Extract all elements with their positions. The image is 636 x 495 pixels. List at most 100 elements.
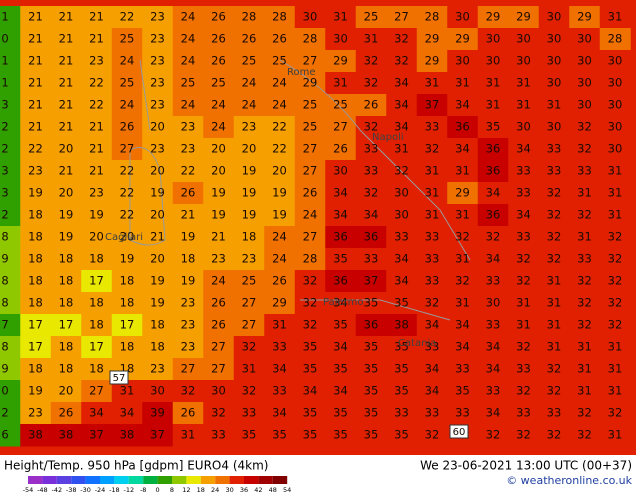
height-value: 25 — [333, 98, 348, 112]
colorbar-tick-label: -18 — [109, 486, 120, 494]
colorbar-segment — [244, 476, 259, 484]
temperature-cell — [111, 380, 143, 403]
temperature-cell — [355, 314, 387, 337]
height-value: 20 — [211, 164, 226, 178]
temperature-cell — [416, 314, 448, 337]
temperature-cell — [233, 182, 265, 205]
height-value: 30 — [608, 120, 623, 134]
temperature-cell — [447, 94, 479, 117]
temperature-cell — [477, 292, 509, 315]
temperature-cell — [508, 94, 540, 117]
height-value: 25 — [303, 120, 318, 134]
colorbar-segment — [258, 476, 273, 484]
temperature-cell — [294, 50, 326, 73]
coastline — [129, 59, 471, 321]
temperature-cell — [81, 424, 113, 447]
height-value: 17 — [89, 340, 104, 354]
height-value: 18 — [89, 296, 104, 310]
temperature-cell — [447, 380, 479, 403]
temperature-cell — [477, 6, 509, 29]
height-value: 31 — [516, 76, 531, 90]
temperature-cell — [50, 94, 82, 117]
height-value: 35 — [242, 428, 257, 442]
temperature-cell — [81, 248, 113, 271]
height-value: 31 — [120, 384, 135, 398]
height-value: 34 — [486, 186, 501, 200]
temperature-cell — [50, 424, 82, 447]
temperature-cell — [416, 292, 448, 315]
temperature-cell — [569, 314, 601, 337]
temperature-cell — [538, 28, 570, 51]
temperature-cell — [203, 204, 235, 227]
temperature-cell — [172, 226, 204, 249]
temperature-cell — [233, 336, 265, 359]
height-value: 27 — [181, 362, 196, 376]
height-value: 8 — [1, 230, 8, 244]
temperature-cell — [447, 402, 479, 425]
height-value: 34 — [333, 340, 348, 354]
temperature-cell — [447, 358, 479, 381]
temperature-cell — [325, 72, 357, 95]
temperature-cell — [416, 6, 448, 29]
height-value: 23 — [150, 362, 165, 376]
temperature-cell — [325, 204, 357, 227]
temperature-cell — [203, 182, 235, 205]
height-value: 21 — [59, 164, 74, 178]
height-value: 8 — [1, 340, 8, 354]
temperature-cell — [294, 138, 326, 161]
temperature-cell — [386, 28, 418, 51]
temperature-cell — [508, 402, 540, 425]
height-value: 18 — [120, 274, 135, 288]
temperature-cell — [172, 358, 204, 381]
height-value: 30 — [608, 142, 623, 156]
temperature-cell — [569, 160, 601, 183]
temperature-cell — [447, 204, 479, 227]
height-value: 32 — [608, 296, 623, 310]
height-value: 18 — [59, 362, 74, 376]
temperature-cell — [0, 116, 21, 139]
height-value: 32 — [577, 142, 592, 156]
height-value: 35 — [394, 428, 409, 442]
height-value: 33 — [516, 362, 531, 376]
height-value: 23 — [181, 142, 196, 156]
temperature-cell — [81, 94, 113, 117]
height-value: 17 — [89, 274, 104, 288]
temperature-cell — [569, 248, 601, 271]
height-value: 34 — [272, 362, 287, 376]
temperature-cell — [172, 50, 204, 73]
temperature-cell — [264, 28, 296, 51]
temperature-cell — [599, 28, 631, 51]
height-value: 36 — [333, 274, 348, 288]
colorbar-segment — [157, 476, 172, 484]
temperature-cell — [142, 116, 174, 139]
temperature-cell — [172, 94, 204, 117]
temperature-cell — [538, 270, 570, 293]
temperature-cell — [203, 160, 235, 183]
height-value: 33 — [516, 186, 531, 200]
height-value: 33 — [425, 340, 440, 354]
height-value: 23 — [181, 340, 196, 354]
temperature-cell — [477, 138, 509, 161]
height-value: 26 — [272, 32, 287, 46]
temperature-cell — [325, 248, 357, 271]
height-value: 17 — [28, 318, 43, 332]
temperature-cell — [508, 204, 540, 227]
height-value: 18 — [120, 296, 135, 310]
temperature-cell — [0, 50, 21, 73]
height-value: 35 — [333, 318, 348, 332]
height-value: 26 — [59, 406, 74, 420]
height-value: 32 — [516, 428, 531, 442]
temperature-cell — [0, 358, 21, 381]
height-value: 19 — [150, 274, 165, 288]
temperature-cell — [50, 72, 82, 95]
temperature-cell — [599, 336, 631, 359]
height-value: 37 — [150, 428, 165, 442]
height-value: 34 — [425, 362, 440, 376]
temperature-cell — [386, 138, 418, 161]
temperature-cell — [142, 248, 174, 271]
temperature-cell — [50, 314, 82, 337]
temperature-cell — [508, 314, 540, 337]
temperature-cell — [325, 182, 357, 205]
temperature-cell — [386, 72, 418, 95]
temperature-cell — [172, 424, 204, 447]
